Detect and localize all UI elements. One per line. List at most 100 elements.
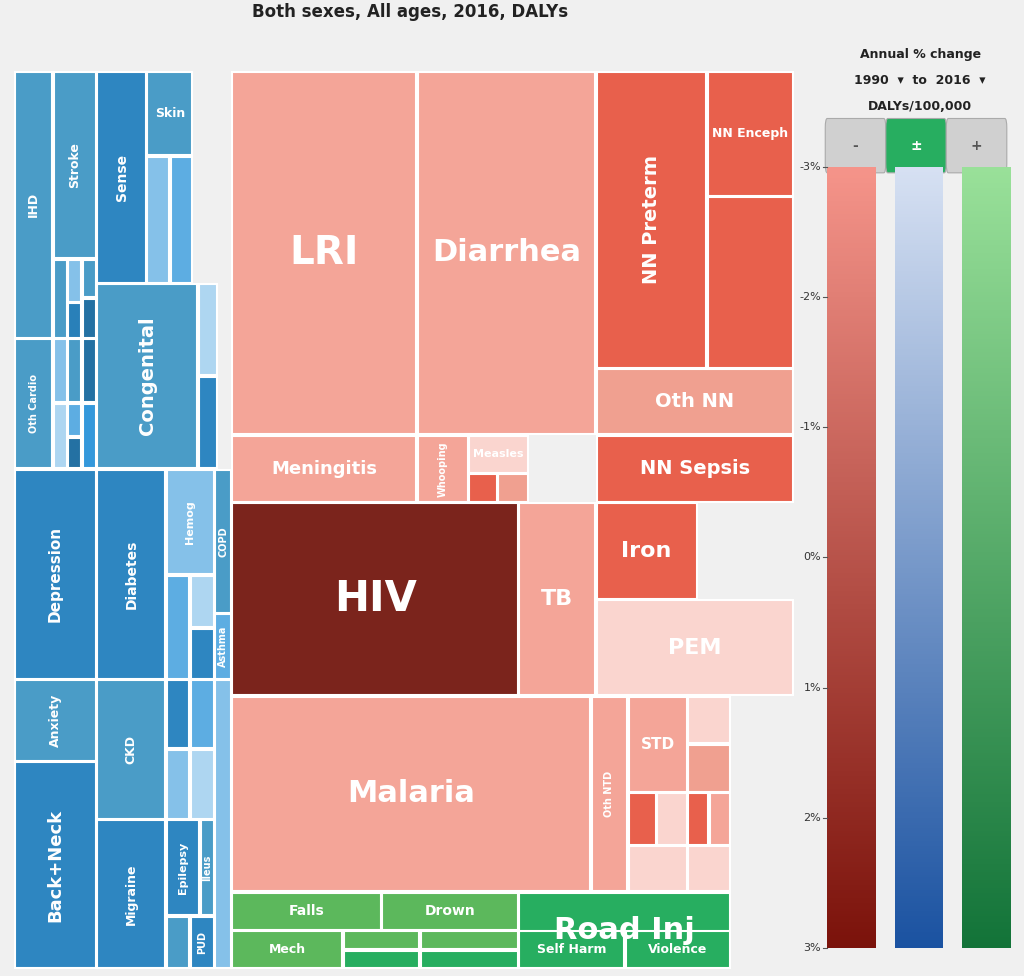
Bar bbox=[895, 462, 943, 464]
Bar bbox=[895, 870, 943, 873]
Bar bbox=[895, 914, 943, 916]
Bar bbox=[421, 931, 518, 949]
Bar bbox=[827, 271, 876, 274]
Bar bbox=[215, 615, 231, 678]
Bar bbox=[469, 435, 527, 473]
Text: TB: TB bbox=[541, 590, 573, 609]
Bar bbox=[421, 951, 518, 968]
FancyBboxPatch shape bbox=[886, 118, 946, 173]
Bar bbox=[895, 901, 943, 904]
Bar bbox=[963, 542, 1011, 545]
Bar bbox=[895, 323, 943, 326]
Bar bbox=[895, 796, 943, 799]
Bar bbox=[827, 440, 876, 443]
Bar bbox=[827, 495, 876, 498]
Bar bbox=[963, 440, 1011, 443]
Bar bbox=[963, 331, 1011, 334]
Bar bbox=[895, 222, 943, 224]
Bar bbox=[827, 173, 876, 175]
Bar bbox=[895, 789, 943, 792]
Bar bbox=[827, 391, 876, 393]
Bar bbox=[827, 524, 876, 526]
Bar bbox=[895, 271, 943, 274]
Bar bbox=[963, 227, 1011, 229]
Bar bbox=[963, 339, 1011, 342]
Bar bbox=[827, 593, 876, 596]
Bar bbox=[827, 640, 876, 643]
Bar bbox=[827, 446, 876, 448]
Bar bbox=[895, 501, 943, 503]
Bar bbox=[827, 667, 876, 670]
Bar bbox=[827, 396, 876, 399]
Bar bbox=[895, 307, 943, 310]
Bar bbox=[895, 674, 943, 677]
Bar bbox=[827, 643, 876, 646]
Bar bbox=[895, 295, 943, 298]
Bar bbox=[963, 415, 1011, 417]
Bar bbox=[895, 690, 943, 693]
FancyBboxPatch shape bbox=[946, 118, 1007, 173]
Bar bbox=[895, 212, 943, 214]
Bar bbox=[963, 893, 1011, 896]
Bar bbox=[827, 467, 876, 469]
Bar bbox=[963, 828, 1011, 831]
Bar bbox=[963, 409, 1011, 412]
Bar bbox=[963, 346, 1011, 349]
Bar bbox=[963, 432, 1011, 435]
Bar bbox=[827, 183, 876, 185]
Text: Back+Neck: Back+Neck bbox=[46, 809, 65, 922]
Bar bbox=[963, 898, 1011, 901]
Bar bbox=[827, 178, 876, 181]
Bar bbox=[827, 867, 876, 870]
Bar bbox=[963, 493, 1011, 495]
Bar bbox=[827, 300, 876, 303]
Bar bbox=[963, 393, 1011, 396]
Bar bbox=[895, 752, 943, 755]
Bar bbox=[963, 755, 1011, 757]
Bar bbox=[963, 679, 1011, 682]
Bar bbox=[895, 698, 943, 701]
Bar bbox=[963, 381, 1011, 384]
Bar bbox=[963, 862, 1011, 865]
Bar bbox=[827, 937, 876, 940]
Bar bbox=[963, 620, 1011, 623]
Bar bbox=[963, 831, 1011, 834]
Bar bbox=[827, 521, 876, 524]
Bar bbox=[827, 464, 876, 467]
Bar bbox=[827, 670, 876, 671]
Bar bbox=[895, 185, 943, 188]
Bar bbox=[963, 799, 1011, 802]
Bar bbox=[963, 471, 1011, 474]
Bar bbox=[963, 570, 1011, 573]
Bar bbox=[895, 607, 943, 609]
Bar bbox=[963, 427, 1011, 430]
Bar bbox=[827, 835, 876, 838]
Bar bbox=[963, 752, 1011, 755]
Bar bbox=[963, 838, 1011, 841]
Bar bbox=[895, 640, 943, 643]
Bar bbox=[827, 604, 876, 607]
Bar bbox=[895, 943, 943, 945]
Text: PEM: PEM bbox=[669, 637, 722, 658]
Bar bbox=[827, 352, 876, 354]
Bar bbox=[827, 562, 876, 565]
Bar bbox=[963, 716, 1011, 718]
Bar bbox=[895, 937, 943, 940]
Bar bbox=[963, 584, 1011, 586]
Bar bbox=[827, 760, 876, 763]
Bar bbox=[895, 898, 943, 901]
Bar bbox=[963, 815, 1011, 818]
Bar bbox=[963, 851, 1011, 854]
Bar bbox=[963, 943, 1011, 945]
Bar bbox=[827, 474, 876, 477]
Bar bbox=[827, 318, 876, 321]
Bar bbox=[895, 635, 943, 638]
Text: Diabetes: Diabetes bbox=[124, 540, 138, 609]
Bar bbox=[963, 529, 1011, 532]
Bar bbox=[827, 529, 876, 532]
Text: ±: ± bbox=[910, 139, 922, 152]
Bar bbox=[895, 482, 943, 485]
Bar bbox=[827, 259, 876, 261]
Bar bbox=[963, 459, 1011, 462]
Bar bbox=[827, 794, 876, 796]
